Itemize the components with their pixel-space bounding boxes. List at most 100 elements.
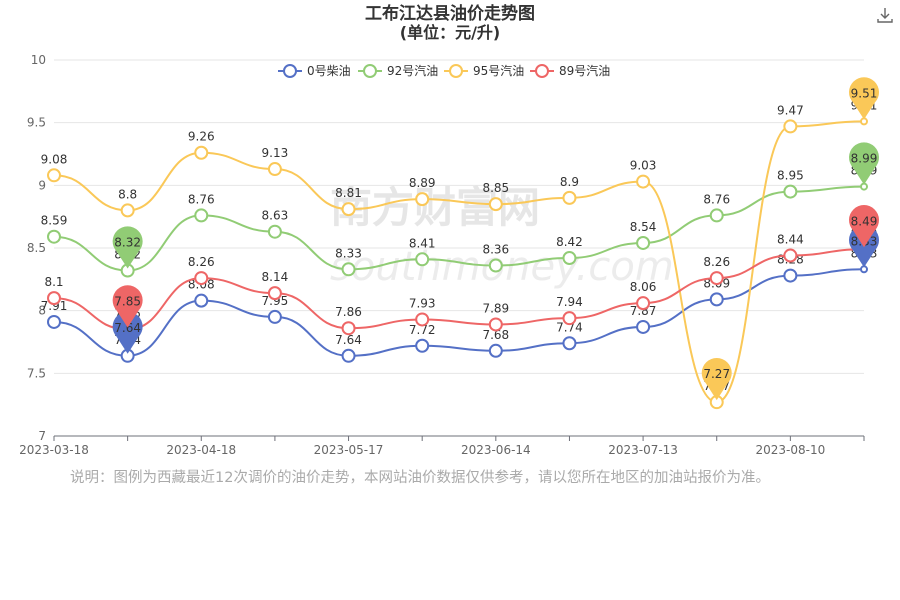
data-label: 7.95: [262, 294, 289, 308]
data-label: 8.1: [44, 275, 63, 289]
data-point: [47, 291, 61, 306]
data-point: [194, 293, 209, 308]
series-2: 9.08 8.8 9.26 9.13 8.81 8.89 8.85 8.9 9.03 7.27 9.…: [41, 98, 877, 410]
data-label: 8.95: [777, 169, 804, 183]
data-point: [120, 203, 135, 218]
data-label: 7.64: [335, 333, 362, 347]
data-point: [636, 296, 651, 311]
chart-title: 工布江达县油价走势图: [365, 4, 535, 24]
legend-item: 0号柴油: [278, 64, 351, 78]
data-label: 7.72: [409, 323, 436, 337]
data-label: 8.44: [777, 233, 804, 247]
data-point: [341, 321, 356, 336]
x-tick-label: 2023-04-18: [166, 443, 236, 457]
data-point: [194, 145, 209, 160]
data-label: 8.76: [703, 192, 730, 206]
data-point: [415, 252, 430, 267]
marker-pin: 8.49: [849, 205, 880, 248]
legend-item: 89号汽油: [530, 63, 610, 78]
marker-pin: 7.64: [112, 311, 143, 354]
marker-pin-shape: [112, 311, 143, 354]
data-label: 8.54: [630, 220, 657, 234]
marker-pin-label: 8.99: [851, 152, 878, 166]
data-label: 9.13: [262, 146, 289, 160]
data-point: [709, 271, 724, 286]
data-label: 8.33: [335, 246, 362, 260]
data-label: 7.94: [556, 295, 583, 309]
data-point: [47, 168, 61, 183]
marker-pin-shape: [849, 142, 880, 185]
marker-pin: 9.51: [849, 77, 879, 120]
data-point: [415, 338, 430, 353]
data-label: 8.26: [703, 255, 730, 269]
x-tick-label: 2023-07-13: [608, 443, 678, 457]
data-point: [488, 258, 503, 273]
data-point: [488, 343, 503, 358]
y-tick-label: 8: [38, 304, 46, 318]
y-tick-label: 8.5: [27, 241, 46, 255]
data-point: [267, 286, 282, 301]
data-point: [267, 162, 282, 177]
data-point: [341, 262, 356, 277]
series-lines: 7.917.648.087.957.647.727.687.747.878.09…: [41, 98, 877, 410]
data-label: 8.06: [630, 280, 657, 294]
data-label: 7.89: [482, 301, 509, 315]
data-label: 8.81: [335, 186, 362, 200]
data-label: 8.42: [556, 235, 583, 249]
data-label: 7.86: [335, 305, 362, 319]
data-point: [709, 208, 724, 223]
data-label: 8.89: [409, 176, 436, 190]
data-point: [341, 202, 356, 217]
data-point: [783, 184, 798, 199]
legend-marker: [535, 64, 549, 78]
data-point: [488, 197, 503, 212]
marker-pin-label: 7.64: [114, 321, 141, 335]
data-point: [636, 235, 651, 250]
data-point: [47, 229, 61, 244]
legend: 0号柴油 92号汽油 95号汽油 89号汽油: [278, 63, 610, 78]
marker-pin-shape: [112, 285, 143, 328]
y-tick-label: 7.5: [27, 366, 46, 380]
marker-pin: 8.32: [112, 226, 143, 269]
data-label: 9.26: [188, 130, 215, 144]
x-tick-label: 2023-05-17: [314, 443, 384, 457]
marker-pin: 8.99: [849, 142, 880, 185]
line-chart: 南方财富网 southmoney.com 77.588.599.5102023-…: [19, 53, 880, 457]
data-point: [636, 174, 651, 189]
data-label: 8.59: [41, 214, 68, 228]
data-point: [562, 336, 577, 351]
download-icon[interactable]: [876, 6, 894, 24]
y-tick-label: 9.5: [27, 116, 46, 130]
x-tick-label: 2023-08-10: [755, 443, 825, 457]
data-label: 8.85: [482, 181, 509, 195]
marker-pin-label: 7.27: [703, 367, 730, 381]
y-tick-label: 10: [31, 53, 46, 67]
marker-pin-label: 8.49: [851, 214, 878, 228]
data-point: [488, 317, 503, 332]
series-3: 8.1 7.85 8.26 8.14 7.86 7.93 7.89 7.94 8.06 8.26 8…: [44, 226, 877, 337]
data-point: [341, 348, 356, 363]
pins-layer: 7.64 8.33 8.32 8.99 7.27 9.51 7.85 8.49: [112, 77, 880, 401]
data-point: [415, 192, 430, 207]
data-point: [194, 208, 209, 223]
data-label: 7.93: [409, 296, 436, 310]
marker-pin-label: 7.85: [114, 294, 141, 308]
x-tick-label: 2023-03-18: [19, 443, 89, 457]
chart-note: 说明：图例为西藏最近12次调价的油价走势，本网站油价数据仅供参考，请以您所在地区…: [70, 470, 770, 486]
legend-label: 0号柴油: [307, 64, 351, 78]
data-point: [783, 119, 798, 134]
legend-label: 92号汽油: [387, 63, 438, 78]
marker-pin-label: 9.51: [851, 86, 878, 100]
data-label: 9.03: [630, 159, 657, 173]
data-point: [562, 251, 577, 266]
data-point: [267, 224, 282, 239]
data-label: 8.63: [262, 209, 289, 223]
data-label: 8.41: [409, 236, 436, 250]
chart-subtitle: (单位：元/升): [399, 23, 501, 42]
data-label: 7.87: [630, 304, 657, 318]
data-point: [562, 190, 577, 205]
legend-label: 89号汽油: [559, 63, 610, 78]
data-point: [194, 271, 209, 286]
legend-marker: [449, 64, 463, 78]
legend-marker: [283, 64, 297, 78]
